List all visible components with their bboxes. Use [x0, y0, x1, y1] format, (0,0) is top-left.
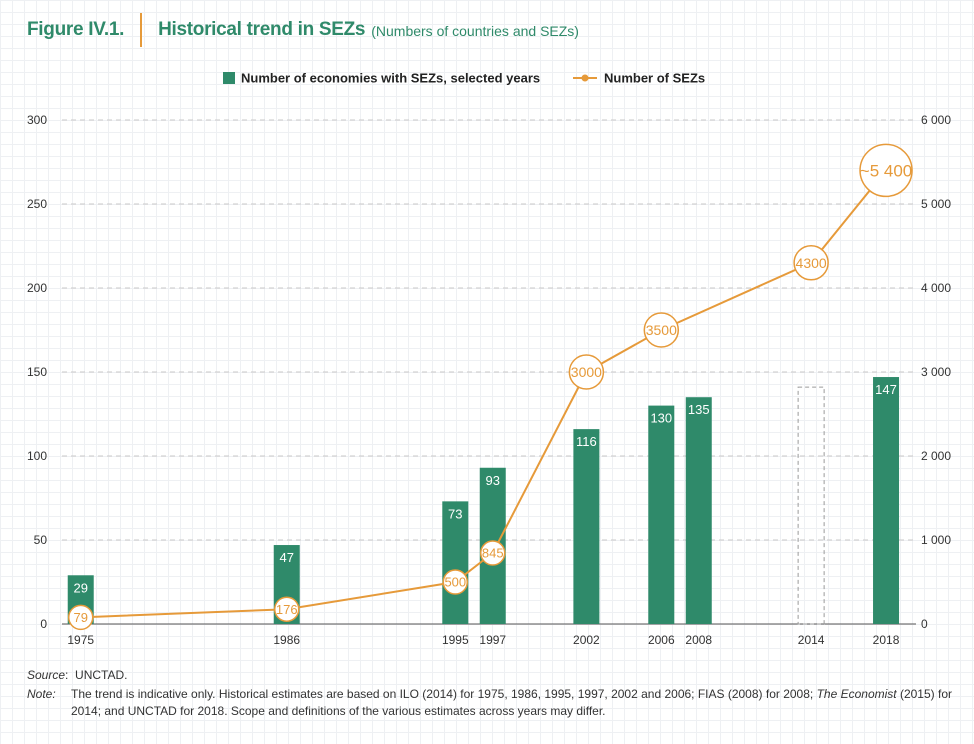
line-marker-2018 [859, 143, 913, 198]
right-tick-label: 2 000 [921, 449, 951, 463]
left-tick-label: 100 [27, 449, 47, 463]
line-label-1995: 500 [444, 575, 466, 590]
left-tick-label: 250 [27, 197, 47, 211]
x-tick-label: 2002 [573, 633, 600, 647]
line-label-1986: 176 [276, 602, 298, 617]
line-marker-2002 [568, 354, 605, 390]
sez-chart: Number of economies with SEZs, selected … [27, 71, 951, 648]
line-label-2002: 3000 [571, 364, 602, 380]
x-tick-label: 1997 [479, 633, 506, 647]
bar-2008 [685, 397, 712, 624]
line-label-2014: 4300 [796, 255, 827, 271]
line-marker-1975 [67, 604, 94, 631]
line-marker-1997 [479, 540, 506, 566]
x-tick-label: 2008 [685, 633, 712, 647]
figure-number: Figure IV.1. [27, 19, 125, 40]
x-tick-label: 2014 [798, 633, 825, 647]
source-line: Source: UNCTAD. [27, 668, 128, 682]
line-marker-1986 [273, 596, 300, 622]
legend-bar-swatch [223, 72, 235, 84]
note-text: The trend is indicative only. Historical… [71, 687, 952, 718]
bar-2018 [873, 377, 900, 624]
line-label-1975: 79 [73, 610, 87, 625]
bar-label-2006: 130 [650, 411, 672, 426]
left-tick-label: 300 [27, 113, 47, 127]
figure-header: Figure IV.1. Historical trend in SEZs (N… [27, 12, 579, 48]
line-label-2006: 3500 [646, 322, 677, 338]
right-tick-label: 1 000 [921, 533, 951, 547]
note-label: Note [27, 687, 53, 701]
bar-label-2008: 135 [688, 402, 710, 417]
bar-label-1986: 47 [280, 550, 294, 565]
figure-subtitle: (Numbers of countries and SEZs) [371, 23, 579, 39]
left-tick-label: 50 [34, 533, 48, 547]
x-tick-label: 2018 [873, 633, 900, 647]
line-marker-2006 [643, 312, 680, 348]
right-tick-label: 5 000 [921, 197, 951, 211]
legend-line-label: Number of SEZs [604, 71, 705, 86]
bar-2006 [648, 405, 675, 624]
line-marker-2014 [793, 245, 829, 281]
left-tick-label: 200 [27, 281, 47, 295]
bar-placeholder-2014 [797, 386, 825, 625]
right-tick-label: 4 000 [921, 281, 951, 295]
bar-label-1995: 73 [448, 506, 462, 521]
bar-1995 [442, 501, 469, 624]
note-block: Note: The trend is indicative only. Hist… [27, 687, 952, 718]
x-tick-label: 1975 [67, 633, 94, 647]
source-label: Source [27, 668, 66, 682]
line-label-1997: 845 [482, 546, 504, 561]
bar-label-1975: 29 [73, 580, 87, 595]
legend-bar-label: Number of economies with SEZs, selected … [241, 71, 540, 86]
line-label-2018: ~5 400 [860, 162, 912, 181]
line-marker-1995 [442, 569, 469, 595]
right-tick-label: 0 [921, 617, 928, 631]
note-italic: The Economist [816, 687, 897, 701]
bar-label-2002: 116 [576, 434, 597, 449]
figure-title: Historical trend in SEZs [158, 19, 366, 40]
bar-label-2018: 147 [875, 382, 897, 397]
legend-line-marker [581, 74, 589, 82]
bar-2002 [573, 429, 600, 624]
bar-label-1997: 93 [486, 473, 500, 488]
x-tick-label: 1986 [273, 633, 300, 647]
right-tick-label: 3 000 [921, 365, 951, 379]
x-tick-label: 2006 [648, 633, 675, 647]
source-text: UNCTAD. [75, 668, 128, 682]
right-tick-label: 6 000 [921, 113, 951, 127]
x-tick-label: 1995 [442, 633, 469, 647]
title-divider [140, 13, 143, 47]
left-tick-label: 150 [27, 365, 47, 379]
left-tick-label: 0 [40, 617, 47, 631]
sez-line [80, 169, 887, 619]
